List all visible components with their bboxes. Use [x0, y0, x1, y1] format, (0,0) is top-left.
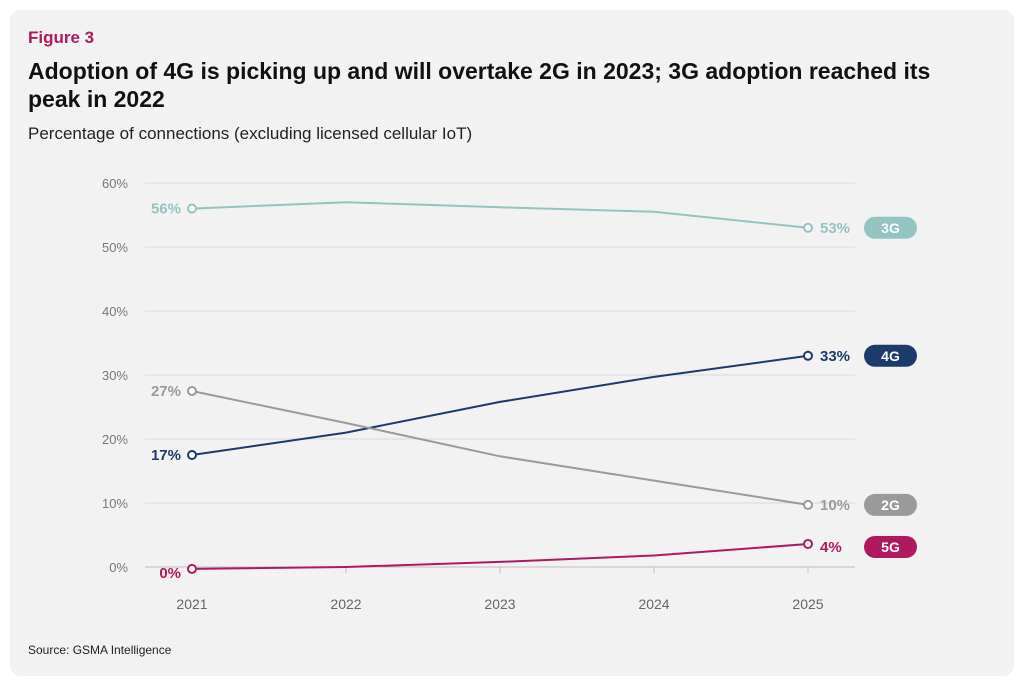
start-point-4G: [187, 450, 197, 460]
start-label-2G: 27%: [151, 383, 181, 400]
figure-card: [10, 10, 1014, 676]
chart-subtitle: Percentage of connections (excluding lic…: [28, 124, 473, 143]
end-label-2G: 10%: [820, 497, 850, 514]
y-tick-label: 30%: [102, 368, 128, 383]
series-line-4G: [191, 354, 809, 456]
chart-title: Adoption of 4G is picking up and will ov…: [28, 58, 931, 112]
y-tick-label: 60%: [102, 176, 128, 191]
end-label-5G: 4%: [820, 539, 842, 556]
legend-label-4G: 4G: [881, 348, 900, 364]
start-label-3G: 56%: [151, 201, 181, 218]
end-point-5G: [803, 538, 813, 549]
x-tick-label: 2025: [792, 596, 823, 612]
end-label-4G: 33%: [820, 348, 850, 365]
legend-pill-5G: [864, 535, 917, 558]
start-point-3G: [187, 203, 197, 214]
legend-pill-4G: [864, 344, 917, 367]
x-tick-label: 2023: [484, 596, 515, 612]
start-label-5G: 0%: [159, 565, 181, 582]
x-tick-label: 2022: [330, 596, 361, 612]
legend-label-3G: 3G: [881, 220, 900, 236]
series-line-5G: [191, 543, 809, 570]
start-point-2G: [187, 386, 197, 396]
end-point-2G: [803, 499, 813, 510]
legend-label-5G: 5G: [881, 539, 900, 555]
end-point-4G: [803, 350, 813, 361]
legend-pill-3G: [864, 216, 917, 239]
start-label-4G: 17%: [151, 447, 181, 464]
x-tick-label: 2021: [176, 596, 207, 612]
legend-label-2G: 2G: [881, 497, 900, 513]
y-tick-label: 10%: [102, 496, 128, 511]
series-line-2G: [191, 390, 809, 506]
y-tick-label: 40%: [102, 304, 128, 319]
start-point-5G: [187, 563, 197, 574]
source-note: Source: GSMA Intelligence: [28, 643, 172, 657]
y-tick-label: 20%: [102, 432, 128, 447]
end-label-3G: 53%: [820, 220, 850, 237]
legend-pill-2G: [864, 493, 917, 516]
y-tick-label: 0%: [109, 560, 128, 575]
end-point-3G: [803, 222, 813, 233]
x-tick-label: 2024: [638, 596, 669, 612]
series-line-3G: [191, 201, 809, 229]
figure-label: Figure 3: [28, 28, 95, 47]
y-tick-label: 50%: [102, 240, 128, 255]
